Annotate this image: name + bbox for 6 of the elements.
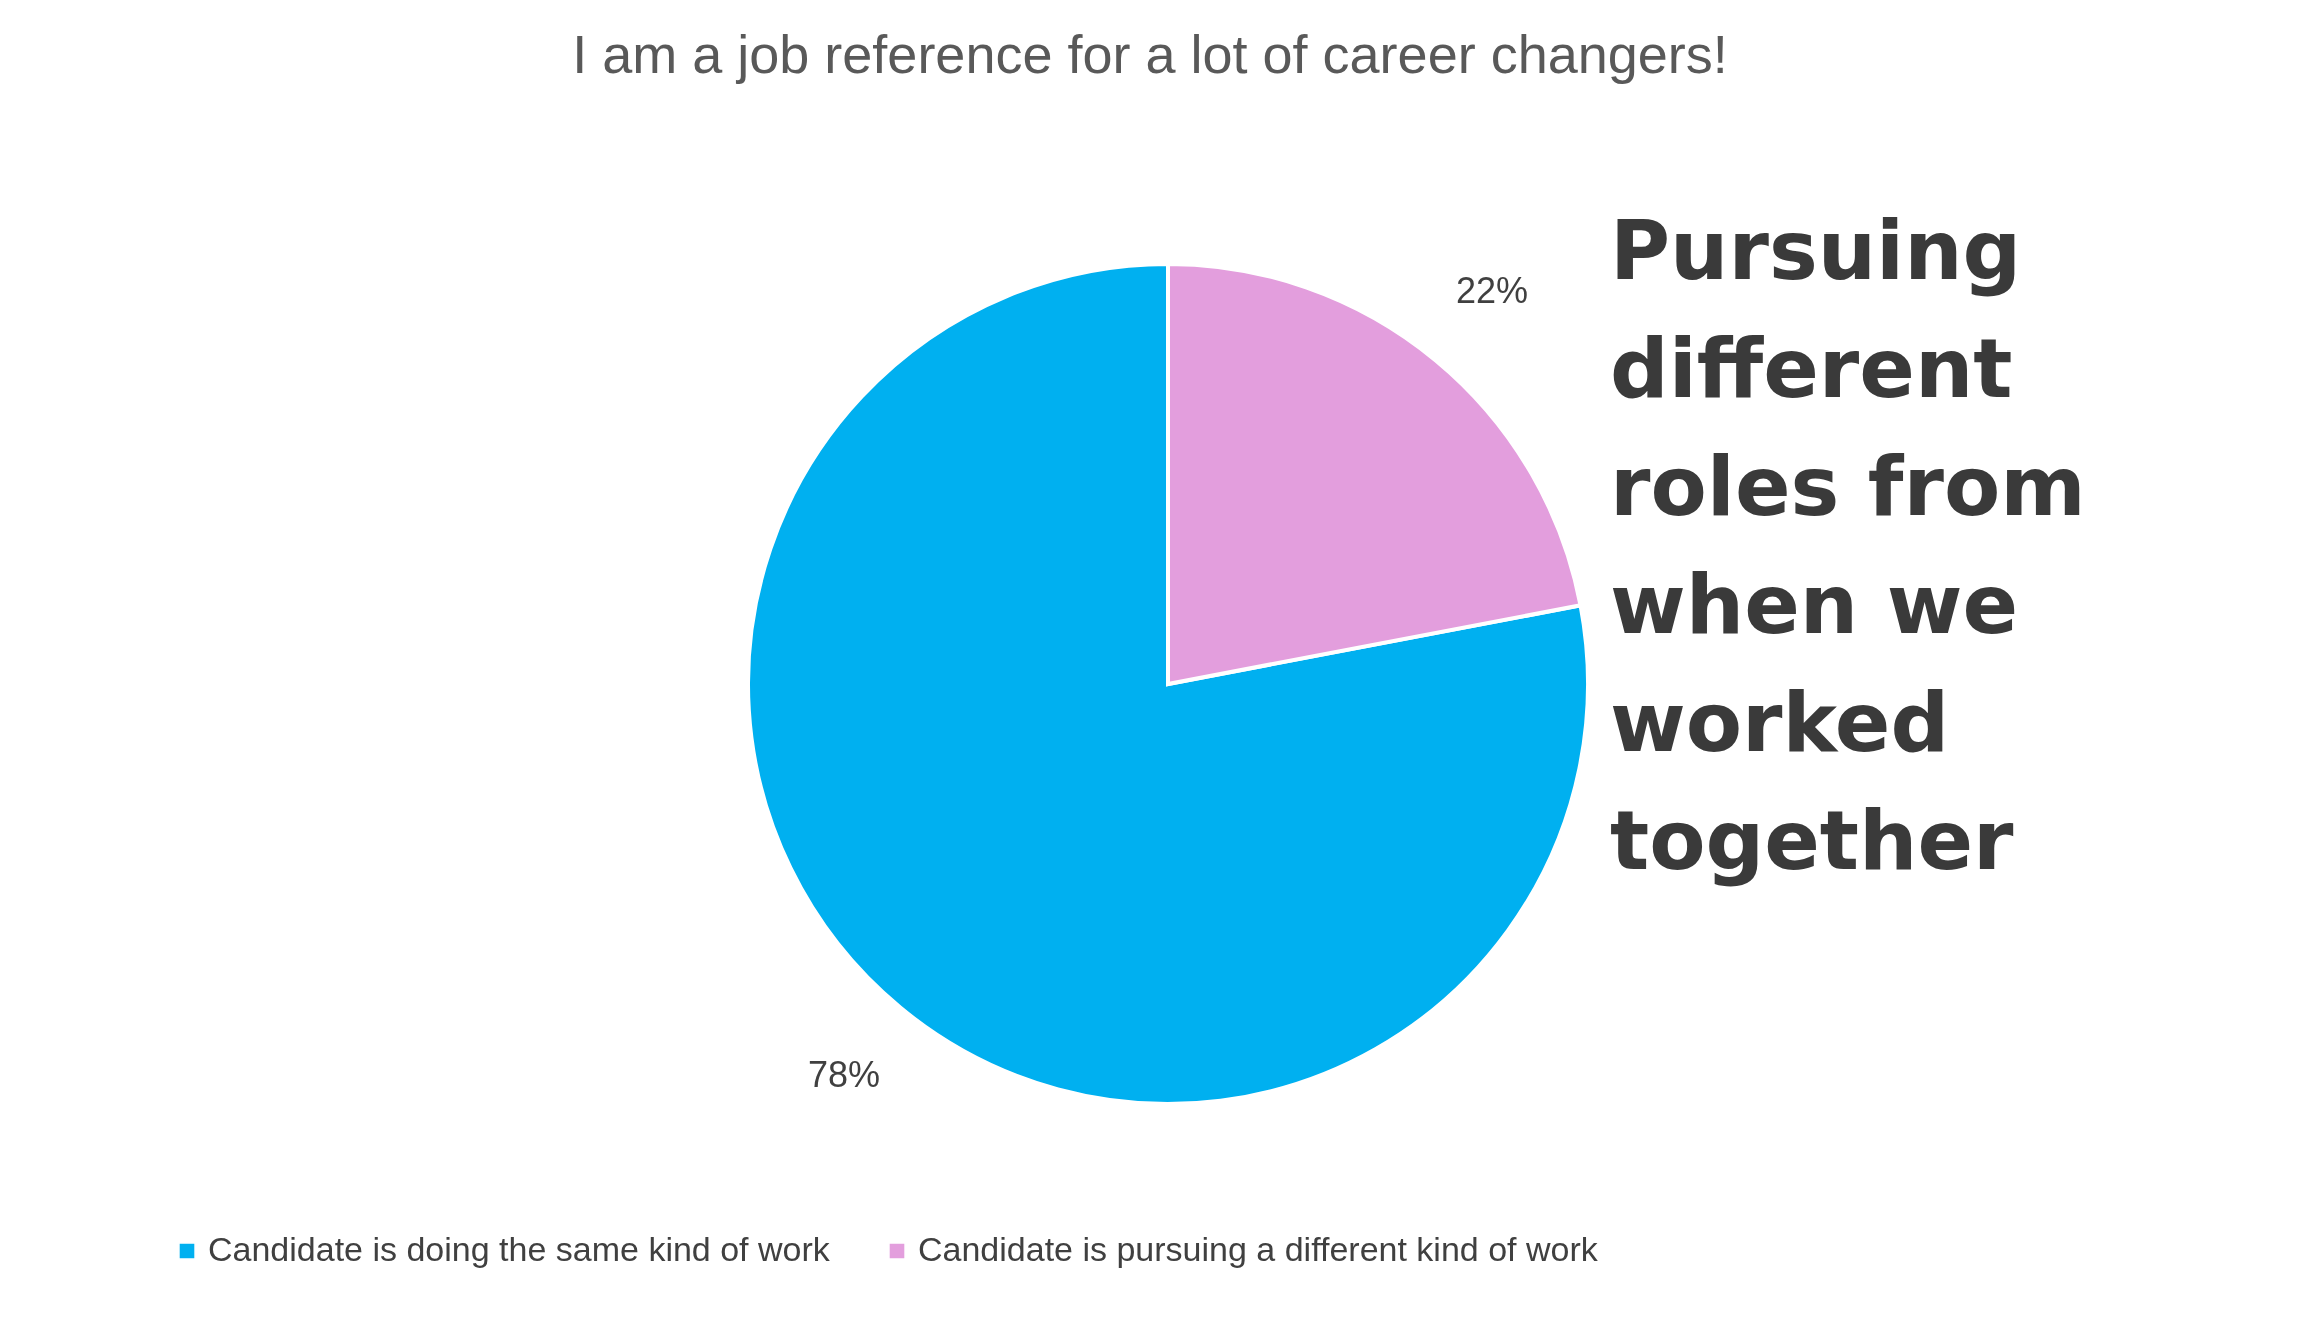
data-label: 22% [1455, 270, 1528, 312]
text: Pursuing different roles from when we worked together [1610, 203, 2086, 888]
legend-label: Candidate is doing the same kind of work [208, 1230, 831, 1268]
legend-label: Candidate is pursuing a different kind of work [918, 1230, 1599, 1268]
data-label: 78% [808, 1053, 881, 1095]
chart-title: I am a job reference for a lot of career changers! [572, 24, 1728, 84]
